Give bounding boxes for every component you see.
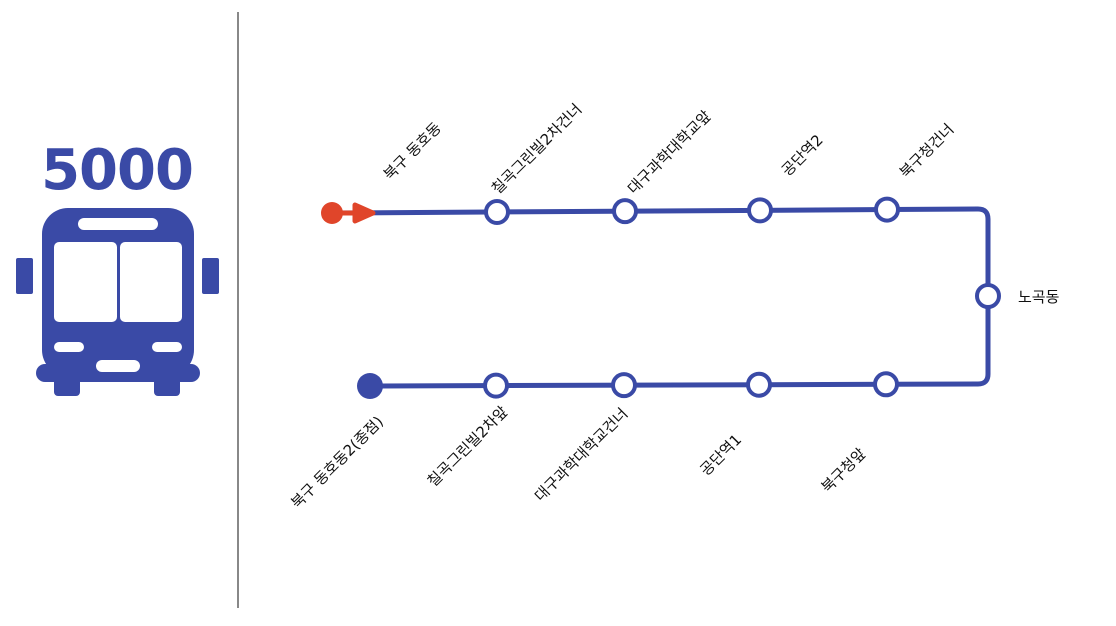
stop-marker-lower [746, 371, 772, 398]
divider [237, 12, 239, 608]
stop-marker-lower [611, 372, 637, 399]
bus-icon [16, 208, 219, 396]
stop-marker-lower [873, 371, 899, 398]
stop-marker-upper [612, 198, 638, 225]
stop-marker-upper [484, 198, 510, 225]
start-stop-marker [321, 202, 343, 224]
stop-marker-lower [483, 372, 509, 399]
route-number: 5000 [41, 138, 194, 203]
start-arrow-icon [340, 202, 376, 224]
route-line [331, 206, 991, 389]
stop-marker-upper [874, 196, 900, 223]
stop-label-turn: 노곡동 [1018, 288, 1060, 306]
stop-marker-upper [747, 197, 773, 224]
stop-marker-turn [975, 283, 1001, 309]
end-terminal-icon [357, 373, 383, 399]
